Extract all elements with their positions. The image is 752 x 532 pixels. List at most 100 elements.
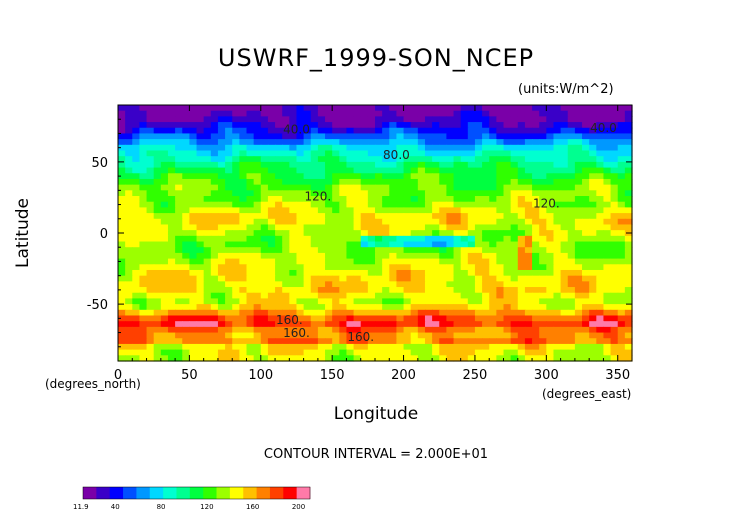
heatmap-cell [474, 338, 483, 345]
heatmap-cell [332, 178, 340, 186]
heatmap-cell [453, 338, 462, 345]
heatmap-cell [167, 156, 176, 163]
heatmap-cell [624, 292, 633, 300]
heatmap-cell [203, 139, 212, 146]
heatmap-cell [189, 258, 198, 265]
heatmap-cell [317, 110, 326, 117]
heatmap-cell [439, 184, 447, 191]
heatmap-cell [317, 207, 326, 214]
heatmap-cell [503, 139, 512, 146]
heatmap-cell [317, 281, 326, 288]
heatmap-cell [325, 235, 333, 243]
heatmap-cell [367, 332, 376, 339]
heatmap-cell [496, 127, 505, 135]
heatmap-cell [346, 315, 355, 322]
heatmap-cell [389, 133, 398, 140]
heatmap-cell [446, 178, 455, 186]
heatmap-cell [210, 156, 219, 163]
heatmap-cell [146, 321, 155, 328]
heatmap-cell [160, 167, 169, 174]
heatmap-cell [496, 275, 505, 282]
heatmap-cell [503, 144, 512, 152]
heatmap-cell [582, 349, 590, 356]
heatmap-cell [617, 315, 626, 322]
heatmap-cell [582, 230, 590, 237]
heatmap-cell [410, 144, 419, 152]
heatmap-cell [189, 235, 198, 243]
heatmap-cell [617, 207, 626, 214]
heatmap-cell [460, 258, 469, 265]
heatmap-cell [382, 235, 390, 243]
heatmap-cell [253, 304, 262, 311]
heatmap-cell [225, 321, 233, 328]
heatmap-cell [303, 144, 312, 152]
heatmap-cell [346, 144, 355, 152]
heatmap-cell [589, 235, 597, 243]
heatmap-cell [410, 167, 419, 174]
heatmap-cell [567, 241, 576, 248]
heatmap-cell [232, 343, 240, 351]
heatmap-cell [532, 201, 540, 208]
heatmap-cell [118, 127, 126, 135]
heatmap-cell [589, 269, 597, 277]
heatmap-cell [217, 161, 226, 169]
heatmap-cell [546, 298, 555, 305]
heatmap-cell [589, 309, 597, 317]
heatmap-cell [217, 349, 226, 356]
heatmap-cell [553, 218, 562, 226]
heatmap-cell [310, 161, 319, 169]
heatmap-cell [267, 264, 276, 271]
heatmap-cell [125, 213, 133, 220]
heatmap-cell [496, 144, 505, 152]
heatmap-cell [303, 207, 312, 214]
heatmap-cell [203, 184, 212, 191]
heatmap-cell [610, 338, 619, 345]
heatmap-cell [360, 196, 369, 203]
heatmap-cell [382, 144, 390, 152]
heatmap-cell [439, 309, 447, 317]
heatmap-cell [275, 332, 283, 339]
heatmap-cell [160, 116, 169, 123]
heatmap-cell [589, 207, 597, 214]
heatmap-cell [574, 196, 583, 203]
heatmap-cell [439, 275, 447, 282]
heatmap-cell [375, 292, 383, 300]
heatmap-cell [203, 156, 212, 163]
heatmap-cell [553, 304, 562, 311]
heatmap-cell [446, 184, 455, 191]
heatmap-cell [553, 230, 562, 237]
heatmap-cell [203, 127, 212, 135]
heatmap-cell [467, 247, 476, 254]
heatmap-cell [253, 122, 262, 129]
heatmap-cell [217, 326, 226, 334]
heatmap-cell [289, 258, 298, 265]
heatmap-cell [603, 173, 612, 180]
heatmap-cell [139, 292, 148, 300]
heatmap-cell [125, 281, 133, 288]
heatmap-cell [403, 349, 412, 356]
heatmap-cell [546, 139, 555, 146]
heatmap-cell [453, 247, 462, 254]
heatmap-cell [482, 338, 490, 345]
heatmap-cell [410, 235, 419, 243]
heatmap-cell [146, 281, 155, 288]
heatmap-cell [339, 178, 348, 186]
heatmap-cell [203, 275, 212, 282]
heatmap-cell [439, 161, 447, 169]
heatmap-cell [396, 287, 405, 294]
heatmap-cell [617, 326, 626, 334]
heatmap-cell [296, 110, 305, 117]
heatmap-cell [118, 343, 126, 351]
heatmap-cell [239, 184, 248, 191]
heatmap-cell [424, 105, 433, 112]
heatmap-cell [332, 133, 340, 140]
heatmap-cell [118, 264, 126, 271]
heatmap-cell [203, 292, 212, 300]
heatmap-cell [474, 304, 483, 311]
heatmap-cell [403, 207, 412, 214]
heatmap-cell [267, 156, 276, 163]
heatmap-cell [310, 355, 319, 362]
heatmap-cell [217, 309, 226, 317]
heatmap-cell [325, 269, 333, 277]
heatmap-cell [382, 343, 390, 351]
